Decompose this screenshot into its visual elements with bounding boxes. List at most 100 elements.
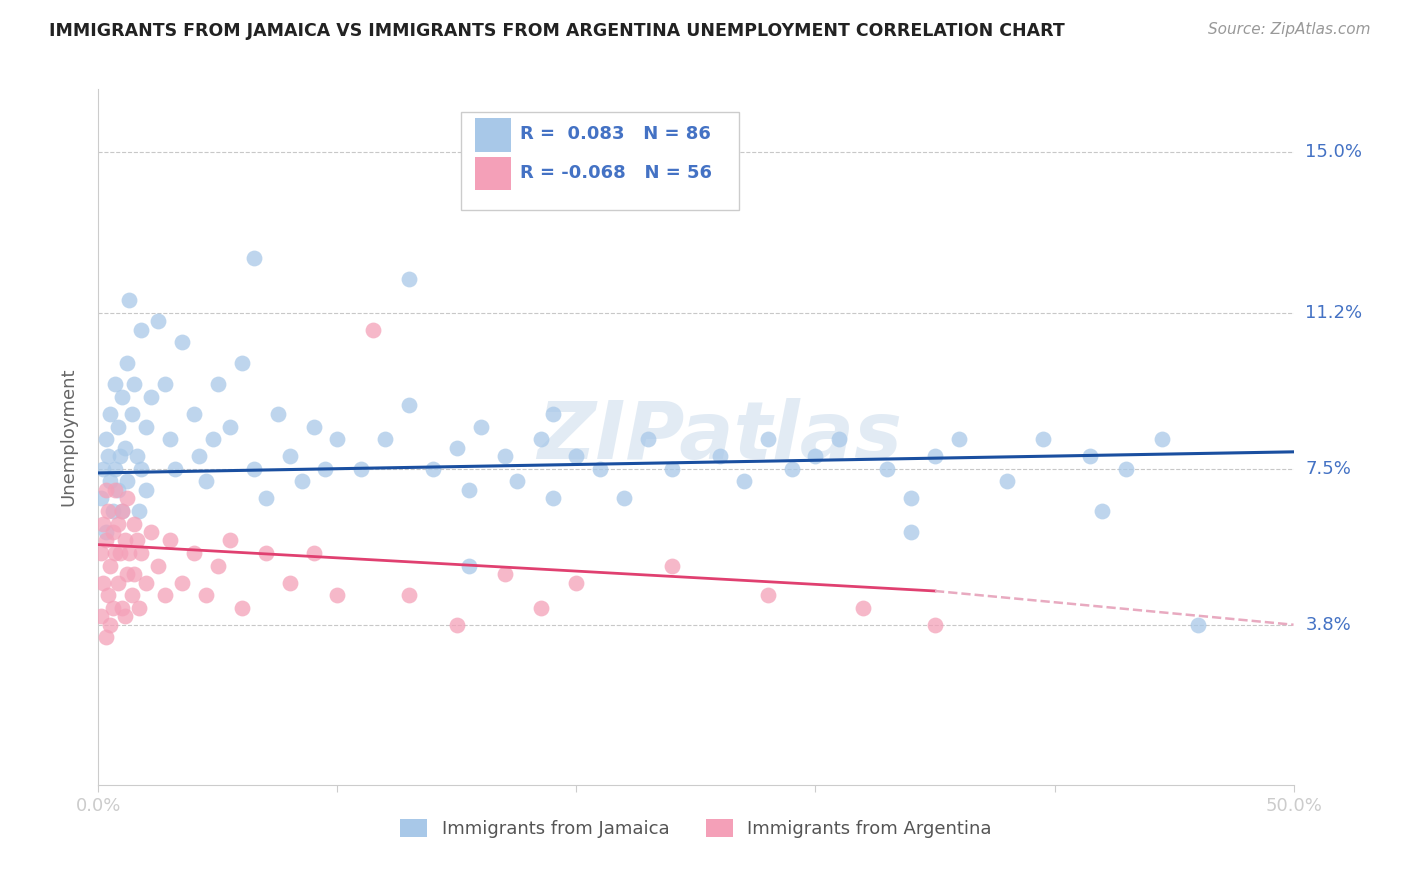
Point <box>852 600 875 615</box>
Point <box>115 356 138 370</box>
Point <box>398 399 420 413</box>
Point <box>374 432 396 446</box>
Point <box>131 546 153 560</box>
Point <box>494 449 516 463</box>
Point <box>828 432 851 446</box>
Point <box>195 475 218 489</box>
Point <box>172 575 194 590</box>
Point <box>94 432 117 446</box>
Point <box>101 600 124 615</box>
FancyBboxPatch shape <box>475 119 510 152</box>
Point <box>1032 432 1054 446</box>
Point <box>924 449 946 463</box>
Point <box>98 558 122 573</box>
Text: 3.8%: 3.8% <box>1306 615 1351 633</box>
Point <box>128 600 150 615</box>
Point <box>1091 504 1114 518</box>
Point <box>187 449 209 463</box>
Point <box>326 432 349 446</box>
Point <box>363 322 385 336</box>
Point <box>470 419 492 434</box>
Point <box>118 546 141 560</box>
Point <box>202 432 225 446</box>
Point <box>101 504 124 518</box>
Point <box>90 546 112 560</box>
Point <box>924 617 946 632</box>
Point <box>104 377 127 392</box>
Point <box>661 558 683 573</box>
Point <box>398 272 420 286</box>
Point <box>135 483 157 497</box>
Point <box>780 461 803 475</box>
Point <box>104 546 127 560</box>
Point <box>97 449 120 463</box>
Point <box>90 491 112 506</box>
Point <box>124 377 146 392</box>
Point <box>254 491 277 506</box>
FancyBboxPatch shape <box>475 157 510 190</box>
Point <box>124 567 146 582</box>
Point <box>128 504 150 518</box>
Point <box>530 432 553 446</box>
Point <box>97 504 120 518</box>
Y-axis label: Unemployment: Unemployment <box>59 368 77 507</box>
Point <box>107 419 129 434</box>
Point <box>291 475 314 489</box>
Point <box>278 575 301 590</box>
Point <box>155 588 177 602</box>
Point <box>613 491 636 506</box>
Point <box>111 504 134 518</box>
Point <box>121 407 143 421</box>
Point <box>101 524 124 539</box>
Point <box>111 504 134 518</box>
Point <box>302 419 325 434</box>
Point <box>1115 461 1137 475</box>
Point <box>183 546 205 560</box>
Point <box>541 407 564 421</box>
Point <box>124 516 146 531</box>
Text: IMMIGRANTS FROM JAMAICA VS IMMIGRANTS FROM ARGENTINA UNEMPLOYMENT CORRELATION CH: IMMIGRANTS FROM JAMAICA VS IMMIGRANTS FR… <box>49 22 1064 40</box>
Text: Source: ZipAtlas.com: Source: ZipAtlas.com <box>1208 22 1371 37</box>
Point <box>148 314 170 328</box>
Point <box>948 432 970 446</box>
Point <box>756 588 779 602</box>
Point <box>302 546 325 560</box>
Point <box>350 461 373 475</box>
Point <box>637 432 659 446</box>
Point <box>278 449 301 463</box>
Text: R =  0.083   N = 86: R = 0.083 N = 86 <box>520 126 711 144</box>
Point <box>756 432 779 446</box>
Point <box>315 461 337 475</box>
Point <box>661 461 683 475</box>
Point <box>104 483 127 497</box>
Point <box>326 588 349 602</box>
Point <box>541 491 564 506</box>
Point <box>254 546 277 560</box>
Point <box>1187 617 1209 632</box>
Point <box>530 600 553 615</box>
Point <box>458 483 481 497</box>
Point <box>446 441 468 455</box>
Point <box>125 449 148 463</box>
Point <box>135 419 157 434</box>
Point <box>733 475 755 489</box>
Point <box>231 600 253 615</box>
Point <box>159 533 181 548</box>
FancyBboxPatch shape <box>461 112 740 211</box>
Point <box>98 407 122 421</box>
Point <box>243 461 266 475</box>
Point <box>709 449 731 463</box>
Point <box>114 441 136 455</box>
Point <box>131 461 153 475</box>
Point <box>111 390 134 404</box>
Point <box>94 483 117 497</box>
Point <box>139 524 162 539</box>
Point <box>876 461 898 475</box>
Text: 15.0%: 15.0% <box>1306 144 1362 161</box>
Point <box>98 617 122 632</box>
Point <box>114 609 136 624</box>
Point <box>183 407 205 421</box>
Text: R = -0.068   N = 56: R = -0.068 N = 56 <box>520 164 713 182</box>
Point <box>91 461 114 475</box>
Point <box>995 475 1018 489</box>
